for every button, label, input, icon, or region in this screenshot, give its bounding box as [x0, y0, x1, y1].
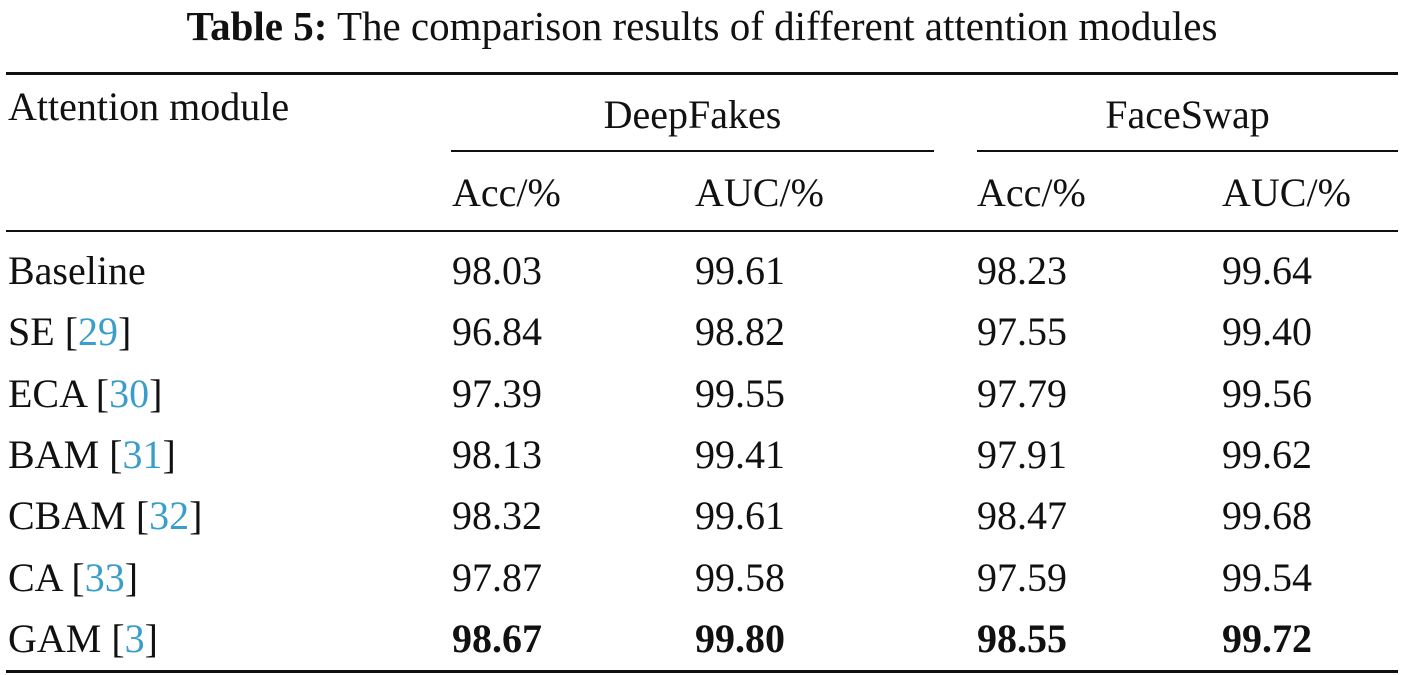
cell-faceswap-auc: 99.54	[1222, 555, 1312, 600]
cell-deepfakes-acc: 98.32	[452, 493, 542, 538]
row-label: Baseline	[8, 246, 146, 296]
cell-faceswap-acc: 98.23	[977, 248, 1067, 293]
citation-link[interactable]: 3	[124, 616, 145, 661]
cell-faceswap-auc: 99.40	[1222, 309, 1312, 354]
method-name: SE	[8, 309, 55, 354]
row-label: ECA [30]	[8, 371, 163, 416]
group-header-deepfakes: DeepFakes	[603, 92, 782, 137]
citation-link[interactable]: 32	[149, 493, 190, 538]
group-header-faceswap: FaceSwap	[1105, 92, 1270, 137]
cell-deepfakes-auc: 99.61	[695, 248, 785, 293]
method-name: CA	[8, 555, 62, 600]
cell-faceswap-acc: 98.47	[977, 493, 1067, 538]
cell-deepfakes-acc: 96.84	[452, 309, 542, 354]
cell-faceswap-acc: 97.91	[977, 432, 1067, 477]
cell-deepfakes-auc: 99.58	[695, 555, 785, 600]
faceswap-group-rule	[977, 150, 1398, 152]
method-name: GAM	[8, 616, 102, 661]
cell-deepfakes-acc: 98.03	[452, 248, 542, 293]
row-label-header: Attention module	[8, 84, 290, 129]
cell-faceswap-auc: 99.68	[1222, 493, 1312, 538]
cell-deepfakes-auc: 98.82	[695, 309, 785, 354]
method-name: Baseline	[8, 248, 146, 293]
method-name: BAM	[8, 432, 100, 477]
cell-faceswap-auc: 99.72	[1222, 616, 1312, 661]
row-label: BAM [31]	[8, 432, 176, 477]
row-label: CA [33]	[8, 555, 139, 600]
cell-faceswap-acc: 98.55	[977, 616, 1067, 661]
column-header-faceswap-acc: Acc/%	[977, 170, 1086, 215]
citation-link[interactable]: 33	[84, 555, 125, 600]
cell-faceswap-auc: 99.62	[1222, 432, 1312, 477]
caption-text: The comparison results of different atte…	[336, 3, 1218, 49]
top-rule	[6, 72, 1398, 75]
row-label: CBAM [32]	[8, 493, 203, 538]
cell-deepfakes-auc: 99.61	[695, 493, 785, 538]
citation-link[interactable]: 30	[109, 371, 150, 416]
row-label: GAM [3]	[8, 616, 158, 661]
column-header-deepfakes-acc: Acc/%	[452, 170, 561, 215]
cell-deepfakes-auc: 99.41	[695, 432, 785, 477]
deepfakes-group-rule	[451, 150, 934, 152]
cell-faceswap-auc: 99.56	[1222, 371, 1312, 416]
cell-deepfakes-auc: 99.80	[695, 616, 785, 661]
cell-faceswap-acc: 97.55	[977, 309, 1067, 354]
cell-faceswap-auc: 99.64	[1222, 248, 1312, 293]
cell-deepfakes-acc: 98.67	[452, 616, 542, 661]
citation-link[interactable]: 29	[78, 309, 119, 354]
column-header-deepfakes-auc: AUC/%	[695, 170, 824, 215]
method-name: ECA	[8, 371, 86, 416]
cell-deepfakes-acc: 97.39	[452, 371, 542, 416]
table-caption: Table 5: The comparison results of diffe…	[0, 0, 1404, 52]
column-header-faceswap-auc: AUC/%	[1222, 170, 1351, 215]
cell-faceswap-acc: 97.79	[977, 371, 1067, 416]
bottom-rule	[6, 670, 1398, 673]
row-label: SE [29]	[8, 309, 132, 354]
table-label: Table 5:	[186, 3, 328, 49]
cell-deepfakes-auc: 99.55	[695, 371, 785, 416]
cell-faceswap-acc: 97.59	[977, 555, 1067, 600]
citation-link[interactable]: 31	[122, 432, 163, 477]
cell-deepfakes-acc: 97.87	[452, 555, 542, 600]
header-rule	[6, 230, 1398, 232]
method-name: CBAM	[8, 493, 126, 538]
cell-deepfakes-acc: 98.13	[452, 432, 542, 477]
